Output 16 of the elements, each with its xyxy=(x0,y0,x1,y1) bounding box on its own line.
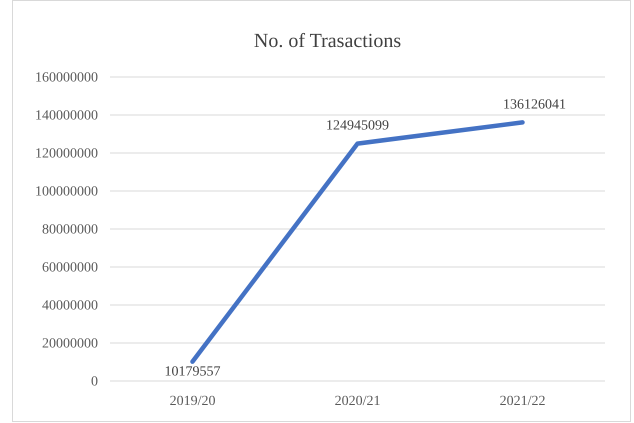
y-tick-label: 80000000 xyxy=(42,222,98,238)
data-label: 10179557 xyxy=(164,364,220,380)
y-tick-label: 20000000 xyxy=(42,336,98,352)
y-tick-label: 100000000 xyxy=(35,184,98,200)
y-tick-label: 120000000 xyxy=(35,146,98,162)
chart-title: No. of Trasactions xyxy=(254,30,402,52)
x-tick-label: 2019/20 xyxy=(170,394,216,409)
y-tick-label: 40000000 xyxy=(42,298,98,314)
y-tick-label: 0 xyxy=(91,374,98,390)
y-tick-label: 160000000 xyxy=(35,70,98,86)
x-tick-label: 2021/22 xyxy=(500,394,546,409)
data-label: 124945099 xyxy=(326,118,389,134)
y-tick-label: 140000000 xyxy=(35,108,98,124)
data-label: 136126041 xyxy=(503,97,566,112)
x-tick-label: 2020/21 xyxy=(334,394,380,409)
y-tick-label: 60000000 xyxy=(42,260,98,276)
